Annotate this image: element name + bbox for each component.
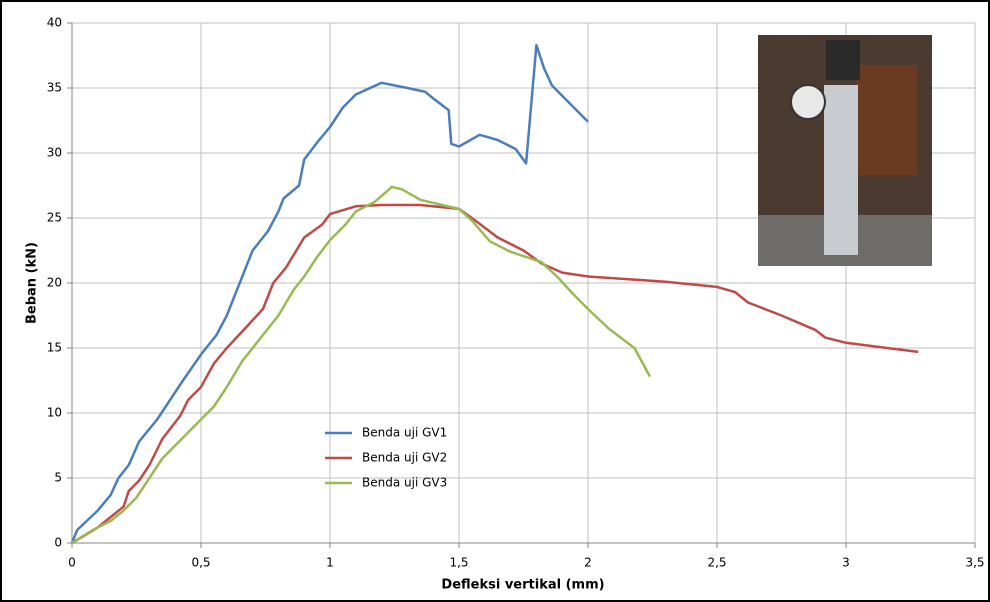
x-tick-label: 1,5 [449, 556, 468, 570]
x-tick-label: 3,5 [965, 556, 984, 570]
photo-specimen [824, 85, 858, 255]
x-tick-label: 0 [68, 556, 76, 570]
x-tick-label: 0,5 [191, 556, 210, 570]
series-line [71, 203, 919, 545]
y-tick-label: 5 [54, 471, 62, 485]
legend-label: Benda uji GV1 [362, 426, 447, 440]
y-tick-label: 0 [54, 536, 62, 550]
y-tick-label: 10 [47, 406, 62, 420]
legend-label: Benda uji GV3 [362, 476, 447, 490]
photo-press [826, 40, 860, 80]
y-tick-label: 20 [47, 276, 62, 290]
legend-label: Benda uji GV2 [362, 451, 447, 465]
y-tick-label: 25 [47, 211, 62, 225]
photo-inset [758, 35, 932, 266]
x-tick-label: 3 [842, 556, 850, 570]
y-tick-label: 35 [47, 81, 62, 95]
photo-gauge [790, 84, 826, 120]
x-axis-title: Defleksi vertikal (mm) [441, 578, 604, 593]
y-tick-label: 15 [47, 341, 62, 355]
x-tick-label: 2,5 [707, 556, 726, 570]
x-tick-label: 2 [584, 556, 592, 570]
y-tick-label: 40 [47, 16, 62, 30]
photo-cabinet [855, 65, 917, 175]
series-line [70, 43, 589, 544]
y-axis-title: Beban (kN) [25, 242, 40, 324]
series-line [71, 185, 652, 545]
x-tick-label: 1 [326, 556, 334, 570]
y-tick-label: 30 [47, 146, 62, 160]
